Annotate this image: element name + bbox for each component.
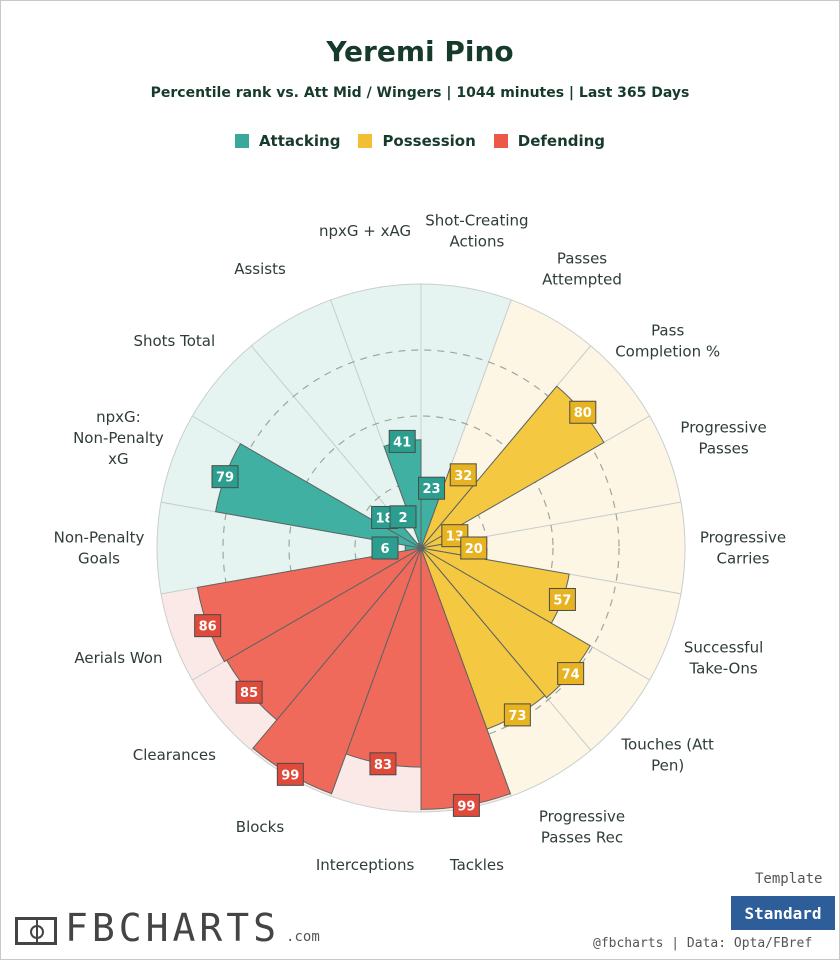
legend-swatch-possession: [358, 134, 373, 148]
chart-subtitle: Percentile rank vs. Att Mid / Wingers | …: [150, 85, 690, 101]
value-label-touches-att-pen: 74: [562, 668, 580, 683]
value-label-aerials-won: 86: [199, 620, 217, 635]
value-badge-successful-take-ons: [548, 587, 576, 611]
legend-label-possession: Possession: [382, 132, 476, 150]
ring-75: [222, 349, 620, 747]
legend-label-attacking: Attacking: [258, 132, 341, 150]
value-badge-clearances: [235, 680, 263, 704]
category-label-progressive-passes-rec: Progressive Passes Rec: [539, 807, 625, 846]
category-label-shot-creating-actions: Shot-Creating Actions: [425, 211, 528, 250]
value-badge-touches-att-pen: [557, 662, 585, 686]
logo-suffix: .com: [286, 929, 320, 945]
category-label-pass-completion: Pass Completion %: [615, 322, 720, 361]
category-label-npxg-xag: npxG + xAG: [319, 222, 411, 240]
value-label-progressive-passes: 13: [446, 530, 464, 545]
legend-label-defending: Defending: [517, 132, 606, 150]
value-label-progressive-carries: 20: [465, 542, 483, 557]
value-label-npxg-non-penalty-xg: 79: [216, 471, 234, 486]
value-badge-non-penalty-goals: [371, 536, 399, 560]
logo-text: FBCHARTS: [65, 906, 281, 950]
value-label-non-penalty-goals: 6: [380, 542, 389, 557]
pitch-icon: [15, 917, 57, 945]
value-badge-assists: [389, 505, 417, 529]
value-label-successful-take-ons: 57: [553, 593, 571, 608]
template-label: Template: [755, 871, 823, 887]
value-badge-interceptions: [369, 752, 397, 776]
value-badge-tackles: [452, 793, 480, 817]
category-label-blocks: Blocks: [236, 818, 285, 836]
value-label-tackles: 99: [457, 799, 475, 814]
value-badge-progressive-passes-rec: [503, 703, 531, 727]
value-label-pass-completion: 80: [574, 406, 592, 421]
category-label-successful-take-ons: Successful Take-Ons: [684, 639, 763, 678]
legend-item-attacking: Attacking: [234, 132, 341, 150]
category-label-progressive-carries: Progressive Carries: [700, 529, 786, 568]
chart-title: Yeremi Pino: [326, 35, 514, 68]
category-label-touches-att-pen: Touches (Att Pen): [620, 735, 714, 774]
category-label-passes-attempted: Passes Attempted: [542, 250, 622, 289]
value-label-interceptions: 83: [374, 758, 392, 773]
value-label-progressive-passes-rec: 73: [508, 709, 526, 724]
value-label-shot-creating-actions: 23: [422, 482, 440, 497]
legend-item-possession: Possession: [358, 132, 476, 150]
category-label-progressive-passes: Progressive Passes: [680, 418, 766, 457]
category-label-interceptions: Interceptions: [316, 856, 415, 874]
value-label-clearances: 85: [240, 686, 258, 701]
category-label-clearances: Clearances: [133, 746, 216, 764]
value-label-shots-total: 18: [376, 511, 394, 526]
legend-item-defending: Defending: [493, 132, 606, 150]
value-badge-aerials-won: [194, 614, 222, 638]
category-label-non-penalty-goals: Non-Penalty Goals: [54, 529, 145, 568]
category-label-tackles: Tackles: [449, 856, 504, 874]
value-badge-shot-creating-actions: [418, 476, 446, 500]
data-credit: @fbcharts | Data: Opta/FBref: [593, 936, 813, 951]
template-button[interactable]: Standard: [731, 896, 835, 930]
ring-50: [288, 415, 554, 681]
category-label-npxg-non-penalty-xg: npxG: Non-Penalty xG: [73, 408, 164, 468]
value-label-blocks: 99: [281, 768, 299, 783]
value-label-npxg-xag: 41: [393, 435, 411, 450]
category-label-assists: Assists: [234, 260, 286, 278]
value-badge-npxg-xag: [388, 429, 416, 453]
value-label-assists: 2: [398, 511, 407, 526]
category-label-shots-total: Shots Total: [133, 332, 215, 350]
value-badge-passes-attempted: [449, 463, 477, 487]
fbcharts-logo: FBCHARTS .com: [15, 906, 320, 950]
value-badge-progressive-carries: [460, 536, 488, 560]
legend-swatch-attacking: [234, 134, 249, 148]
category-label-aerials-won: Aerials Won: [74, 649, 162, 667]
value-badge-npxg-non-penalty-xg: [211, 465, 239, 489]
legend: Attacking Possession Defending: [1, 132, 839, 150]
value-badge-blocks: [276, 762, 304, 786]
value-label-passes-attempted: 32: [454, 469, 472, 484]
legend-swatch-defending: [493, 134, 508, 148]
value-badge-pass-completion: [569, 400, 597, 424]
